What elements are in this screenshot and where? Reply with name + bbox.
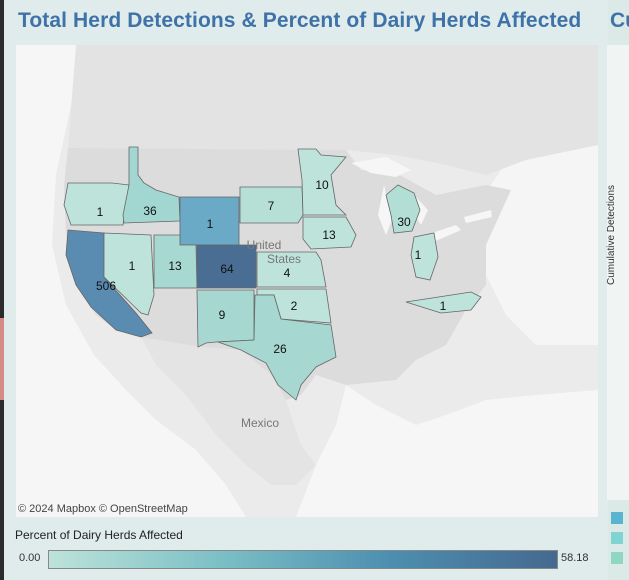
label-kansas: 4	[284, 266, 291, 280]
state-ohio[interactable]	[410, 232, 439, 281]
label-minnesota: 10	[315, 178, 329, 192]
left-panel-accent	[0, 318, 4, 400]
state-michigan[interactable]	[385, 184, 421, 234]
next-panel-title: Cu	[610, 9, 629, 32]
mexico-land	[141, 337, 316, 485]
state-new-mexico[interactable]	[196, 289, 255, 348]
legend-color-ramp	[48, 550, 558, 569]
map-svg[interactable]: United States Mexico 1 36 1 7 10 13 30 1…	[16, 45, 598, 517]
map-attribution[interactable]: © 2024 Mapbox © OpenStreetMap	[18, 503, 188, 515]
state-nevada[interactable]	[103, 232, 155, 316]
lake-ontario	[464, 210, 492, 223]
map-canvas[interactable]: United States Mexico 1 36 1 7 10 13 30 1…	[16, 45, 598, 517]
legend-swatch-3	[611, 552, 623, 564]
legend-max: 58.18	[561, 552, 589, 564]
label-idaho: 36	[143, 204, 157, 218]
label-ohio: 1	[415, 248, 422, 262]
state-utah[interactable]	[153, 234, 198, 289]
right-chart-strip	[607, 45, 629, 500]
map-title: Total Herd Detections & Percent of Dairy…	[18, 9, 582, 32]
state-iowa[interactable]	[302, 216, 357, 250]
label-wyoming: 1	[207, 217, 214, 231]
label-oregon: 1	[97, 205, 104, 219]
state-minnesota[interactable]	[297, 148, 347, 216]
legend-min: 0.00	[19, 552, 41, 564]
place-states: States	[267, 252, 301, 266]
label-colorado: 64	[220, 262, 234, 276]
label-oklahoma: 2	[291, 299, 298, 313]
gulf-caribbean	[296, 385, 598, 517]
atlantic-ocean	[476, 135, 598, 345]
state-north-carolina[interactable]	[405, 291, 482, 314]
affected-states[interactable]	[63, 146, 482, 401]
pacific-ocean	[16, 45, 246, 517]
state-south-dakota[interactable]	[239, 186, 304, 224]
label-nevada: 1	[129, 259, 136, 273]
label-california: 506	[96, 279, 116, 293]
legend-swatch-2	[611, 532, 623, 544]
label-north-carolina: 1	[440, 299, 447, 313]
state-texas[interactable]	[217, 294, 337, 401]
legend-title: Percent of Dairy Herds Affected	[15, 528, 183, 542]
state-kansas[interactable]	[256, 251, 327, 288]
place-mexico: Mexico	[241, 416, 279, 430]
label-iowa: 13	[322, 228, 336, 242]
left-panel-edge	[0, 0, 4, 580]
canada-land	[68, 45, 598, 175]
place-united: United	[247, 238, 282, 252]
label-south-dakota: 7	[268, 199, 275, 213]
label-new-mexico: 9	[219, 308, 226, 322]
lake-superior	[351, 157, 411, 177]
state-oregon[interactable]	[63, 182, 130, 226]
state-labels: 1 36 1 7 10 13 30 1 506 1 13 64 4 2 9 26…	[96, 178, 447, 356]
label-texas: 26	[273, 342, 287, 356]
label-michigan: 30	[397, 215, 411, 229]
lake-michigan	[378, 185, 392, 235]
label-utah: 13	[168, 259, 182, 273]
state-colorado[interactable]	[196, 244, 257, 289]
legend-swatch-1	[611, 512, 623, 524]
cumulative-axis-label: Cumulative Detections	[606, 184, 617, 285]
state-idaho[interactable]	[122, 146, 181, 224]
